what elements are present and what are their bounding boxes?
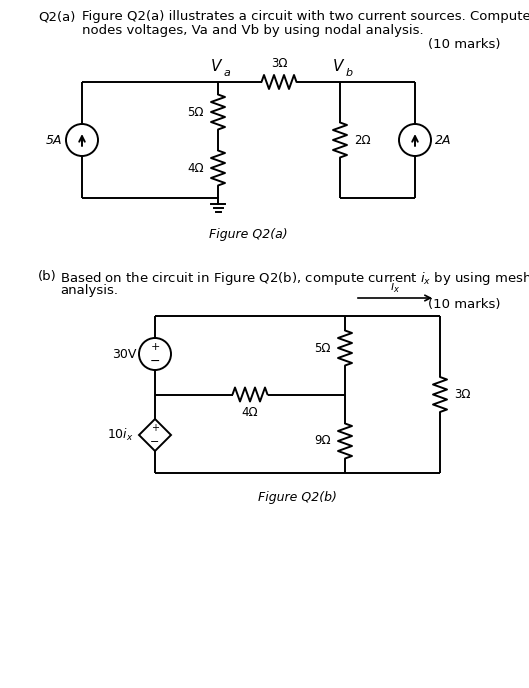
Text: (10 marks): (10 marks)	[427, 38, 500, 51]
Text: −: −	[150, 355, 160, 367]
Text: 3Ω: 3Ω	[454, 388, 470, 401]
Text: 5A: 5A	[45, 133, 62, 147]
Text: b: b	[346, 68, 353, 78]
Text: 5Ω: 5Ω	[315, 341, 331, 354]
Text: (10 marks): (10 marks)	[427, 298, 500, 311]
Text: 3Ω: 3Ω	[271, 57, 287, 70]
Text: 2Ω: 2Ω	[354, 133, 371, 147]
Text: Q2(a): Q2(a)	[38, 10, 75, 23]
Text: 30V: 30V	[112, 347, 136, 361]
Text: (b): (b)	[38, 270, 57, 283]
Text: nodes voltages, Va and Vb by using nodal analysis.: nodes voltages, Va and Vb by using nodal…	[82, 24, 424, 37]
Text: Based on the circuit in Figure Q2(b), compute current $i_x$ by using mesh: Based on the circuit in Figure Q2(b), co…	[60, 270, 529, 287]
Text: Figure Q2(a) illustrates a circuit with two current sources. Compute the: Figure Q2(a) illustrates a circuit with …	[82, 10, 529, 23]
Text: 5Ω: 5Ω	[187, 105, 204, 118]
Text: +: +	[151, 423, 159, 433]
Text: 4Ω: 4Ω	[242, 407, 258, 420]
Text: Figure Q2(b): Figure Q2(b)	[258, 491, 337, 504]
Text: 4Ω: 4Ω	[187, 162, 204, 175]
Text: a: a	[224, 68, 231, 78]
Text: analysis.: analysis.	[60, 284, 118, 297]
Text: 2A: 2A	[435, 133, 451, 147]
Text: +: +	[150, 342, 160, 352]
Text: V: V	[333, 59, 343, 74]
Text: V: V	[211, 59, 221, 74]
Text: 9Ω: 9Ω	[314, 435, 331, 447]
Text: −: −	[150, 437, 160, 447]
Text: $i_x$: $i_x$	[390, 279, 400, 295]
Text: Figure Q2(a): Figure Q2(a)	[209, 228, 288, 241]
Text: 10$i_x$: 10$i_x$	[107, 427, 134, 443]
